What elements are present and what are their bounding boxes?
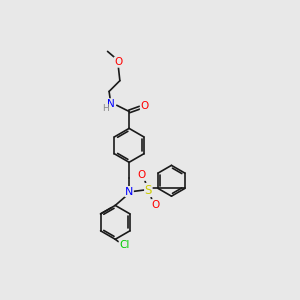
Text: N: N: [107, 99, 115, 109]
Text: O: O: [140, 101, 148, 111]
Text: Cl: Cl: [119, 240, 130, 250]
Text: O: O: [151, 200, 159, 210]
Text: O: O: [137, 170, 146, 180]
Text: S: S: [145, 184, 152, 196]
Text: O: O: [114, 57, 122, 67]
Text: H: H: [102, 104, 109, 113]
Text: N: N: [125, 187, 133, 196]
